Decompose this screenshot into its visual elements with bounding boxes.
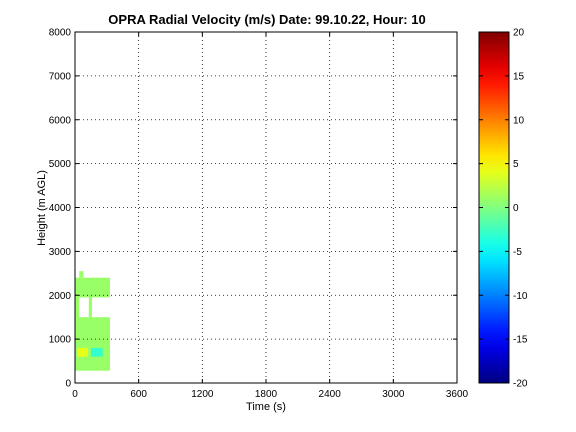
x-axis-label: Time (s) xyxy=(246,401,286,413)
y-tick-label: 6000 xyxy=(49,115,72,126)
y-tick-label: 1000 xyxy=(49,335,72,346)
y-tick-label: 0 xyxy=(65,379,71,390)
data-cell xyxy=(75,317,111,371)
y-tick-label: 4000 xyxy=(49,203,72,214)
colorbar-tick-label: 0 xyxy=(513,203,519,214)
data-cell xyxy=(77,347,88,357)
y-tick-label: 2000 xyxy=(49,291,72,302)
chart-title: OPRA Radial Velocity (m/s) Date: 99.10.2… xyxy=(108,12,425,27)
colorbar-tick-label: -10 xyxy=(513,291,528,302)
data-cell xyxy=(75,297,80,318)
colorbar-tick-label: -5 xyxy=(513,247,522,258)
x-tick-label: 3000 xyxy=(382,389,405,400)
x-tick-label: 600 xyxy=(130,389,147,400)
x-tick-label: 1800 xyxy=(255,389,278,400)
colorbar-tick-label: 10 xyxy=(513,115,525,126)
plot-area: 0 600 1200 1800 2400 3000 3600 0 1000 2000 3000 40… xyxy=(49,28,469,401)
colorbar-tick-label: 5 xyxy=(513,159,519,170)
colorbar-tick-label: -15 xyxy=(513,335,528,346)
data-cells xyxy=(75,271,111,371)
colorbar-ticks: -20 -15 -10 -5 0 5 10 15 20 xyxy=(479,28,528,390)
colorbar-tick-label: 15 xyxy=(513,71,525,82)
x-tick-label: 2400 xyxy=(319,389,342,400)
y-axis-ticks: 0 1000 2000 3000 4000 5000 6000 7000 8000 xyxy=(49,28,457,390)
x-axis-ticks: 0 600 1200 1800 2400 3000 3600 xyxy=(72,32,469,400)
colorbar-gradient xyxy=(478,31,510,384)
grid-lines xyxy=(75,32,457,383)
colorbar-tick-label: -20 xyxy=(513,379,528,390)
y-tick-label: 8000 xyxy=(49,28,72,39)
y-tick-label: 7000 xyxy=(49,71,72,82)
x-tick-label: 1200 xyxy=(191,389,214,400)
data-cell xyxy=(90,347,103,357)
y-tick-label: 5000 xyxy=(49,159,72,170)
colorbar-tick-label: 20 xyxy=(513,28,525,39)
data-cell xyxy=(88,297,92,318)
y-axis-label: Height (m AGL) xyxy=(36,170,48,246)
x-tick-label: 0 xyxy=(72,389,78,400)
data-cell xyxy=(75,277,111,298)
colorbar: -20 -15 -10 -5 0 5 10 15 20 xyxy=(478,28,528,390)
data-cell xyxy=(79,271,84,278)
x-tick-label: 3600 xyxy=(446,389,469,400)
y-tick-label: 3000 xyxy=(49,247,72,258)
